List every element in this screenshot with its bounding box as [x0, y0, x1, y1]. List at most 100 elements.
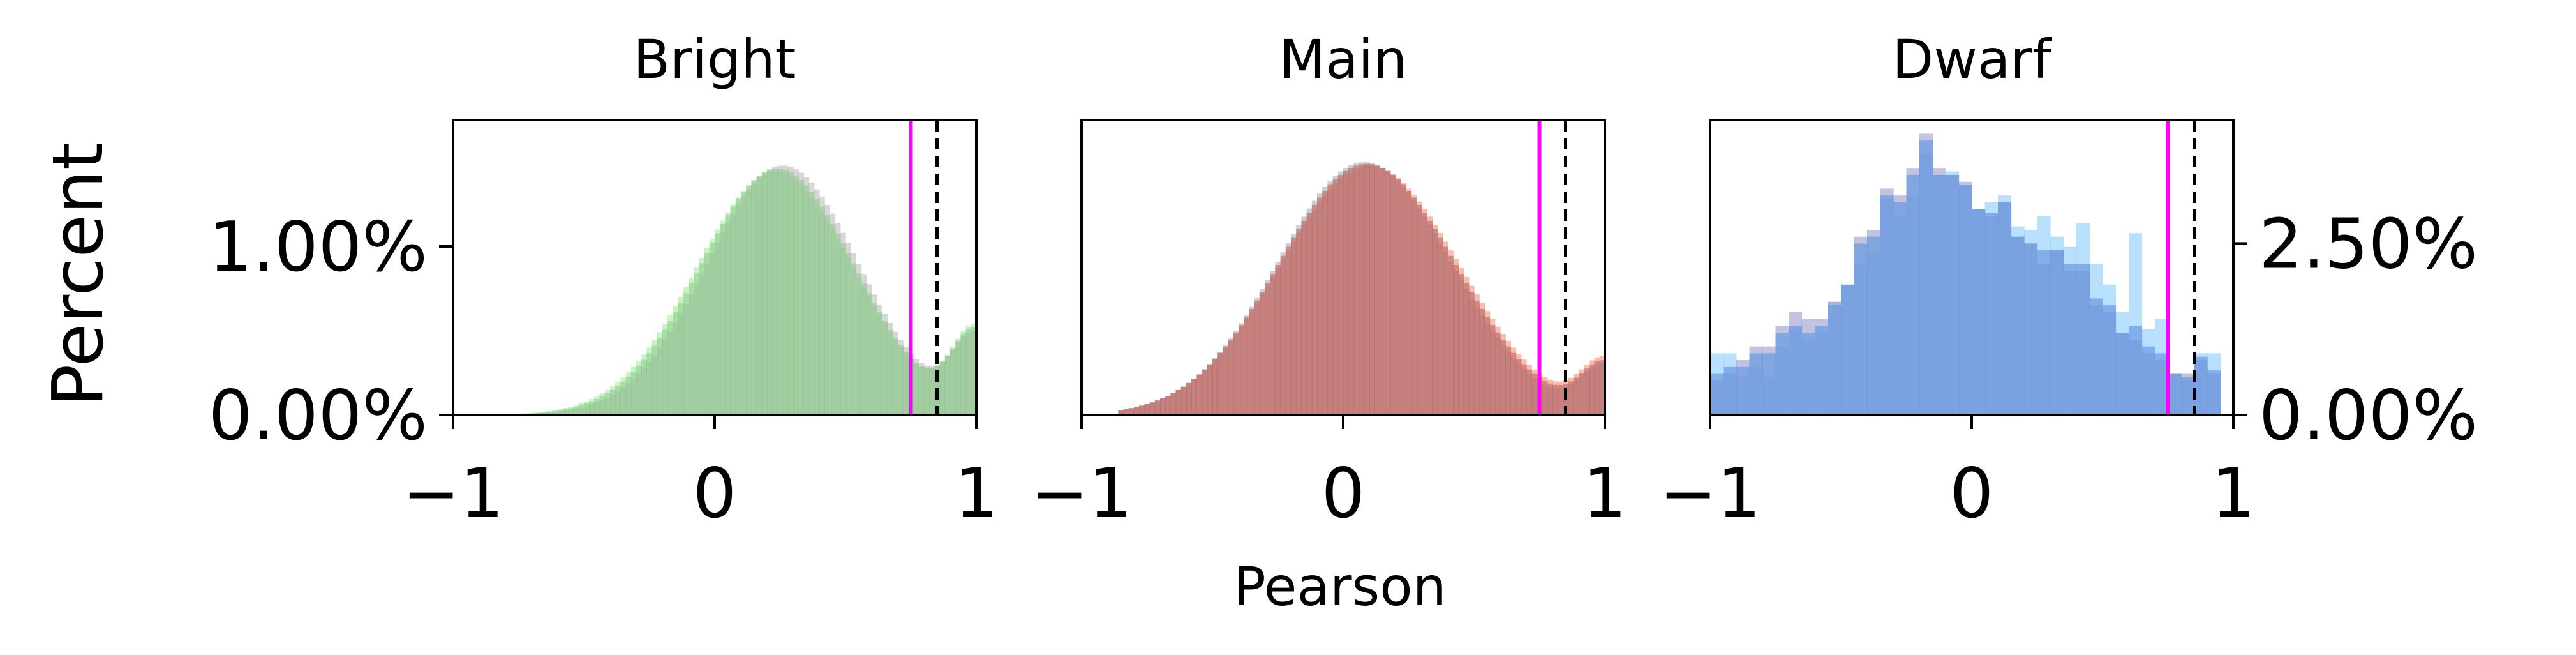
histogram-bar: [1841, 284, 1855, 415]
histogram-bar: [856, 273, 862, 415]
x-axis-label: Pearson: [1233, 555, 1447, 618]
histogram-bar: [1422, 212, 1427, 415]
histogram-bar: [615, 386, 621, 415]
histogram-bar: [1906, 174, 1920, 415]
histogram-bar: [1474, 300, 1480, 415]
histogram-bar: [751, 180, 757, 415]
histogram-bar: [1589, 364, 1595, 415]
histogram-bar: [1463, 283, 1470, 415]
histogram-bar: [1327, 184, 1334, 415]
histogram-bar: [2155, 353, 2169, 415]
histogram-bar: [913, 363, 919, 415]
histogram-bar: [1134, 407, 1140, 415]
histogram-bar: [1244, 317, 1249, 415]
histogram-bar: [882, 321, 888, 415]
histogram-bar: [1984, 213, 1999, 415]
histogram-bar: [939, 362, 946, 415]
histogram-bar: [1526, 369, 1532, 415]
histogram-bar: [1919, 140, 1933, 416]
histogram-bar: [1531, 373, 1537, 415]
histogram-bar: [667, 321, 673, 415]
histogram-bar: [1348, 167, 1354, 415]
histogram-bar: [1579, 373, 1584, 415]
histogram-bar: [877, 312, 882, 415]
x-tick-label: 0: [1322, 454, 1366, 534]
histogram-bar: [1568, 381, 1574, 415]
histogram-bar: [573, 407, 579, 415]
histogram-bar: [1217, 352, 1223, 415]
histogram-bar: [1411, 197, 1417, 415]
histogram-bar: [814, 199, 820, 415]
histogram-bar: [1233, 332, 1239, 415]
histogram-bar: [787, 172, 794, 415]
y-tick-label: 2.50%: [2259, 204, 2478, 284]
histogram-bar: [2050, 250, 2064, 415]
histogram-bar: [1374, 165, 1380, 415]
histogram-bar: [1322, 191, 1328, 415]
histogram-bar: [1285, 246, 1292, 415]
histogram-bar: [1479, 308, 1485, 415]
histogram-bar: [709, 243, 715, 415]
panel-title: Dwarf: [1893, 28, 2053, 91]
histogram-bar: [955, 340, 961, 415]
histogram-bar: [547, 412, 553, 415]
histogram-bar: [563, 409, 569, 415]
histogram-bar: [604, 393, 611, 415]
histogram-bar: [730, 206, 736, 415]
histogram-bar: [630, 372, 637, 415]
histogram-bar: [1343, 170, 1349, 415]
histogram-bar: [725, 215, 731, 415]
histogram-series: [1710, 140, 2221, 416]
histogram-bar: [872, 303, 877, 415]
histogram-bar: [2103, 305, 2117, 415]
histogram-bar: [1762, 353, 1776, 415]
histogram-bar: [777, 169, 784, 415]
histogram-bar: [1828, 305, 1842, 415]
histogram-bar: [620, 381, 627, 415]
histogram-bar: [1128, 408, 1135, 415]
histogram-bar: [845, 253, 851, 415]
histogram-bar: [641, 359, 647, 415]
x-tick-label: 0: [693, 454, 737, 534]
histogram-bar: [552, 410, 558, 415]
panel-title: Bright: [634, 28, 796, 91]
histogram-bar: [960, 333, 967, 415]
panel-title: Main: [1279, 28, 1408, 91]
histogram-bar: [1291, 237, 1297, 415]
histogram-bar: [2141, 346, 2155, 415]
histogram-bar: [1401, 184, 1406, 415]
histogram-bar: [1573, 377, 1579, 415]
x-tick-label: 1: [955, 454, 999, 534]
histogram-bar: [662, 329, 668, 415]
histogram-bar: [599, 396, 606, 415]
histogram-bar: [2024, 243, 2038, 415]
histogram-bar: [715, 233, 720, 415]
histogram-bar: [1815, 326, 1829, 415]
histogram-bar: [1453, 264, 1459, 415]
histogram-bar: [1202, 370, 1208, 415]
histogram-bar: [1489, 325, 1496, 415]
histogram-bar: [673, 312, 679, 415]
histogram-bar: [1175, 389, 1182, 415]
histogram-bar: [704, 253, 710, 415]
histogram-bar: [1958, 185, 1972, 415]
histogram-bar: [1521, 364, 1527, 415]
histogram-bar: [625, 377, 632, 415]
histogram-bar: [1599, 360, 1605, 415]
histogram-bar: [1515, 359, 1522, 415]
histogram-bar: [1390, 174, 1396, 415]
histogram-bar: [1458, 274, 1464, 415]
histogram-bar: [803, 185, 810, 415]
histogram-bar: [1301, 220, 1307, 415]
histogram-bar: [965, 329, 972, 415]
histogram-bar: [1736, 366, 1750, 415]
histogram-bar: [1212, 359, 1218, 415]
histogram-bar: [1946, 174, 1960, 415]
histogram-series: [489, 169, 977, 415]
histogram-bar: [2076, 264, 2090, 415]
histogram-bar: [824, 215, 830, 415]
histogram-bar: [1932, 174, 1946, 415]
histogram-bar: [1353, 165, 1360, 415]
histogram-bar: [1207, 364, 1213, 415]
